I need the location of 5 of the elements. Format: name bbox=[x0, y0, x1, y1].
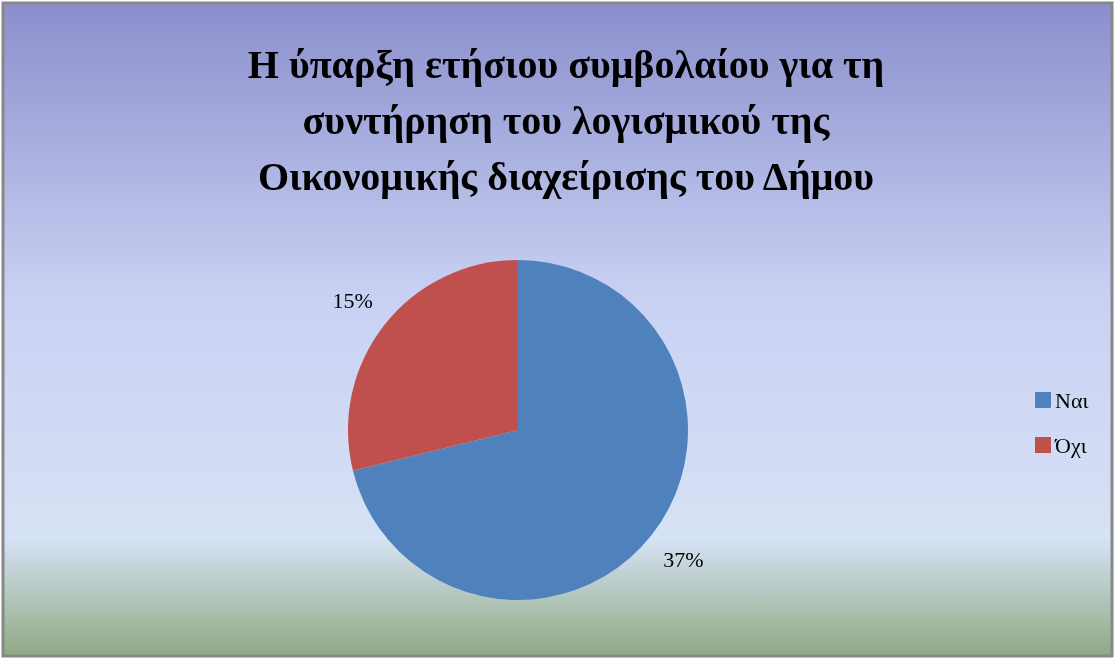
data-label: 15% bbox=[332, 288, 373, 314]
chart-title: Η ύπαρξη ετήσιου συμβολαίου για τη συντήρηση του λογισμικού της Οικονομικής διαχείρισης του Δήμου bbox=[247, 42, 885, 199]
data-label: 37% bbox=[663, 547, 704, 573]
legend-label: Ναι bbox=[1055, 387, 1089, 413]
legend-label: Όχι bbox=[1054, 432, 1087, 458]
